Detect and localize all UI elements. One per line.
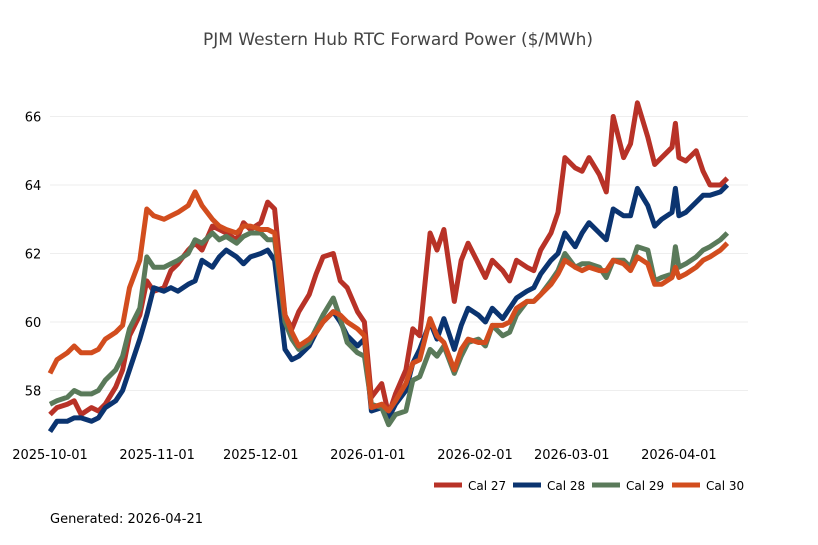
x-tick-label: 2026-04-01	[641, 448, 717, 463]
legend-item-cal-29: Cal 29	[592, 479, 664, 493]
x-tick-label: 2025-12-01	[223, 448, 299, 463]
chart-title: PJM Western Hub RTC Forward Power ($/MWh…	[203, 30, 593, 50]
series-line-cal-28	[47, 183, 730, 433]
gridlines	[50, 116, 748, 391]
x-tick-label: 2026-03-01	[534, 448, 610, 463]
y-tick-label: 66	[25, 111, 42, 126]
legend-label: Cal 29	[626, 479, 664, 493]
series-line-cal-27	[48, 100, 730, 417]
legend-label: Cal 27	[468, 479, 506, 493]
series-line-cal-29	[48, 230, 730, 428]
legend-label: Cal 30	[706, 479, 744, 493]
x-tick-label: 2026-01-01	[330, 448, 406, 463]
y-tick-label: 64	[25, 179, 42, 194]
x-tick-label: 2026-02-01	[437, 448, 513, 463]
series-line-cal-30	[47, 189, 730, 414]
series-lines	[47, 100, 730, 433]
legend-item-cal-28: Cal 28	[513, 479, 585, 493]
generated-footnote: Generated: 2026-04-21	[50, 512, 204, 527]
y-axis-ticks: 58 60 62 64 66	[25, 111, 42, 400]
x-tick-label: 2025-10-01	[12, 448, 88, 463]
legend-label: Cal 28	[547, 479, 585, 493]
legend-item-cal-27: Cal 27	[434, 479, 506, 493]
y-tick-label: 62	[25, 248, 42, 263]
y-tick-label: 58	[25, 384, 42, 399]
x-axis-ticks: 2025-10-01 2025-11-01 2025-12-01 2026-01-01…	[12, 448, 716, 463]
legend-item-cal-30: Cal 30	[672, 479, 744, 493]
legend: Cal 27 Cal 28 Cal 29 Cal 30	[434, 479, 744, 493]
y-tick-label: 60	[25, 316, 42, 331]
x-tick-label: 2025-11-01	[119, 448, 195, 463]
